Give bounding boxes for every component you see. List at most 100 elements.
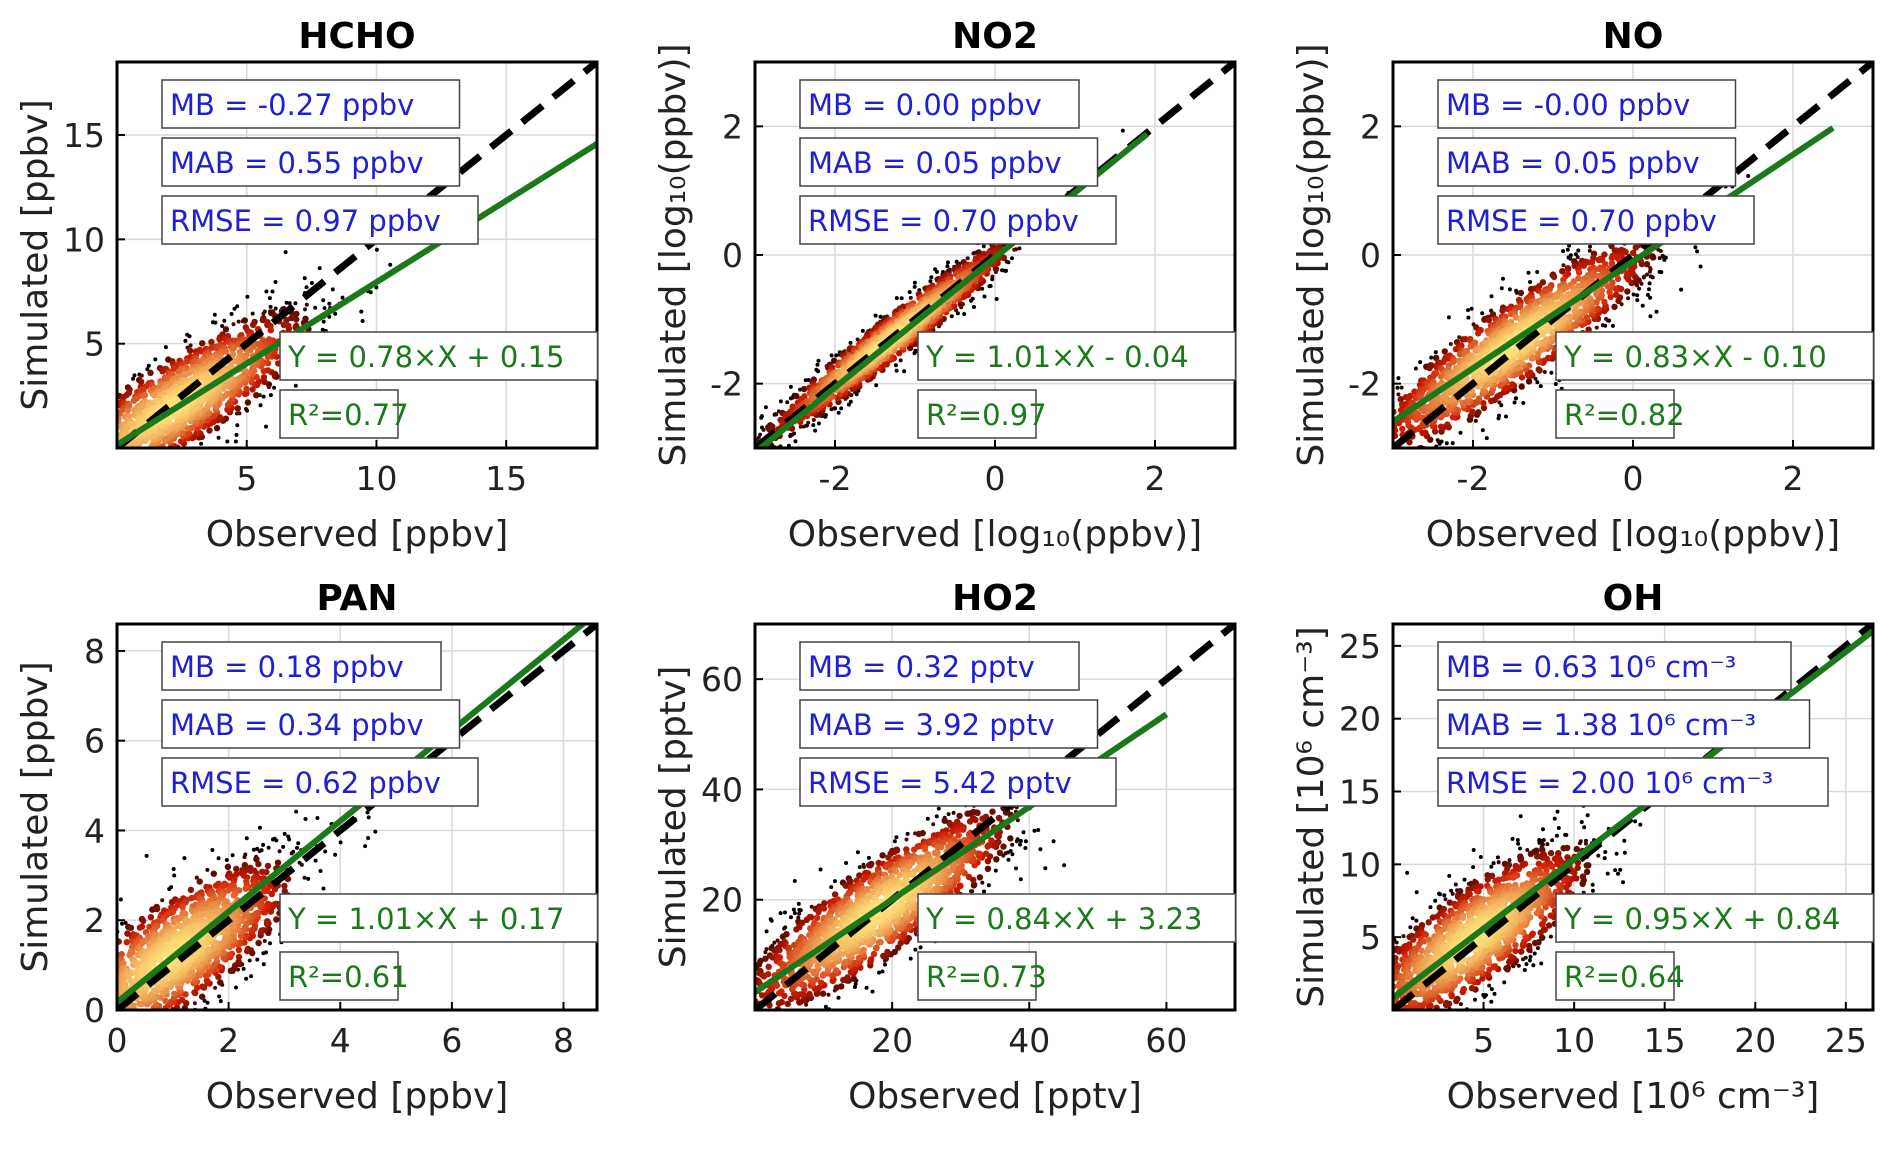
scatter-point (1610, 323, 1615, 328)
scatter-point (141, 391, 149, 399)
scatter-point (236, 319, 241, 324)
scatter-point (1494, 393, 1501, 400)
scatter-point (140, 386, 147, 394)
scatter-point (1657, 256, 1662, 261)
scatter-point (273, 280, 278, 284)
scatter-point (1449, 414, 1457, 421)
scatter-point (363, 844, 368, 849)
y-tick-label: 0 (1360, 236, 1381, 275)
scatter-point (124, 407, 131, 414)
scatter-point (266, 882, 274, 889)
scatter-point (241, 317, 248, 324)
scatter-point (975, 249, 982, 256)
scatter-point (1399, 385, 1404, 390)
scatter-point (281, 888, 288, 895)
scatter-point (934, 269, 939, 274)
scatter-point (163, 345, 168, 350)
scatter-point (1473, 418, 1478, 423)
scatter-point (267, 296, 272, 301)
scatter-point (1626, 296, 1631, 301)
scatter-point (1561, 263, 1566, 268)
scatter-point (1600, 323, 1605, 328)
scatter-point (258, 403, 263, 408)
scatter-point (267, 327, 274, 334)
scatter-point (235, 423, 240, 428)
scatter-point (788, 384, 793, 389)
scatter-point (216, 435, 221, 440)
scatter-point (1608, 254, 1616, 262)
stat-box (1437, 137, 1737, 187)
scatter-point (217, 994, 222, 999)
scatter-point (138, 378, 145, 386)
scatter-point (321, 319, 326, 324)
scatter-point (280, 321, 287, 329)
scatter-point (1604, 283, 1611, 290)
scatter-point (218, 999, 223, 1004)
scatter-point (282, 831, 287, 836)
scatter-point (1550, 273, 1558, 281)
scatter-point (260, 909, 267, 916)
scatter-point (183, 338, 188, 343)
scatter-point (1601, 251, 1608, 258)
scatter-point (220, 324, 225, 328)
r2-box (1555, 389, 1675, 439)
scatter-point (250, 311, 255, 316)
scatter-point (249, 386, 256, 393)
scatter-point (118, 951, 125, 958)
scatter-point (949, 314, 954, 319)
scatter-point (1513, 396, 1518, 401)
scatter-point (244, 945, 252, 952)
scatter-point (1480, 400, 1487, 407)
stat-box (799, 79, 1080, 129)
scatter-point (224, 863, 232, 870)
scatter-point (186, 347, 194, 354)
scatter-point (1499, 403, 1504, 408)
scatter-point (1606, 289, 1613, 296)
scatter-point (1399, 425, 1406, 433)
scatter-point (145, 367, 150, 372)
scatter-point (878, 314, 883, 319)
scatter-point (803, 378, 808, 383)
scatter-point (132, 373, 137, 378)
plot-frame (115, 60, 599, 450)
scatter-point (1446, 315, 1451, 320)
scatter-point (894, 368, 899, 373)
scatter-point (317, 266, 322, 271)
stat-box (161, 195, 479, 245)
scatter-point (1120, 128, 1125, 133)
scatter-point (1594, 325, 1599, 330)
scatter-point (229, 345, 236, 353)
scatter-point (1485, 316, 1493, 324)
scatter-point (1004, 259, 1009, 264)
scatter-point (874, 383, 879, 388)
fit-box (1555, 331, 1875, 381)
scatter-point (1475, 395, 1483, 402)
scatter-point (241, 966, 246, 971)
scatter-point (266, 845, 271, 850)
scatter-point (194, 875, 199, 880)
scatter-point (816, 421, 821, 426)
scatter-point (1635, 293, 1640, 298)
stat-label: MB = 0.00 ppbv (808, 88, 1042, 122)
scatter-point (293, 316, 300, 323)
scatter-point (1549, 370, 1554, 375)
y-tick-label: 2 (722, 107, 743, 146)
scatter-point (763, 405, 768, 410)
scatter-point (815, 362, 820, 367)
scatter-point (1632, 244, 1640, 251)
scatter-point (242, 885, 249, 892)
scatter-point (1608, 260, 1616, 267)
y-axis-label: Simulated [log₁₀(ppbv)] (653, 43, 694, 466)
scatter-point (123, 920, 128, 925)
stat-box (161, 137, 461, 187)
stat-label: RMSE = 0.97 ppbv (170, 204, 441, 238)
scatter-point (146, 363, 151, 368)
scatter-point (313, 305, 318, 310)
scatter-point (271, 886, 279, 893)
scatter-point (788, 432, 793, 437)
scatter-point (120, 960, 127, 967)
scatter-point (288, 314, 295, 322)
